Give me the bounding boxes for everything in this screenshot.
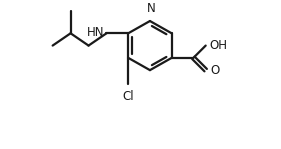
Text: O: O (210, 64, 220, 77)
Text: N: N (146, 2, 155, 15)
Text: OH: OH (209, 39, 227, 52)
Text: Cl: Cl (123, 90, 134, 103)
Text: HN: HN (87, 26, 105, 39)
